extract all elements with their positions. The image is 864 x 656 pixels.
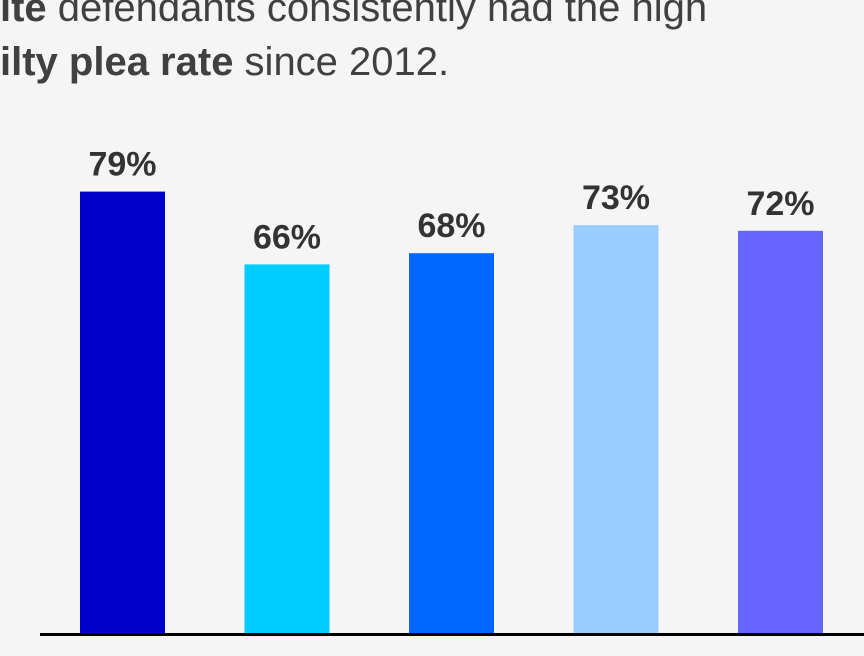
bar-3 [409,253,494,634]
bar-5 [738,230,823,635]
bar-value-label-3: 68% [417,207,485,245]
headline-line-1-bold: ite [0,0,47,30]
data-labels-group: 79% 66% 68% 73% 72% [88,146,814,257]
headline-line-1-text: defendants consistently had the high [46,0,708,30]
headline-line-2: ilty plea rate since 2012. [0,35,449,89]
bar-4 [573,225,659,634]
bar-2 [244,264,330,634]
headline-line-2-bold: ilty plea rate [0,40,234,84]
headline-line-2-text: since 2012. [233,40,450,84]
bar-value-label-4: 73% [582,179,650,217]
bar-value-label-2: 66% [253,218,321,256]
headline: ite defendants consistently had the high… [0,0,864,110]
headline-line-1: ite defendants consistently had the high [0,0,707,35]
bars-group [80,191,823,635]
bar-value-label-5: 72% [746,185,814,223]
bar-value-label-1: 79% [88,146,156,184]
bar-1 [80,191,165,634]
